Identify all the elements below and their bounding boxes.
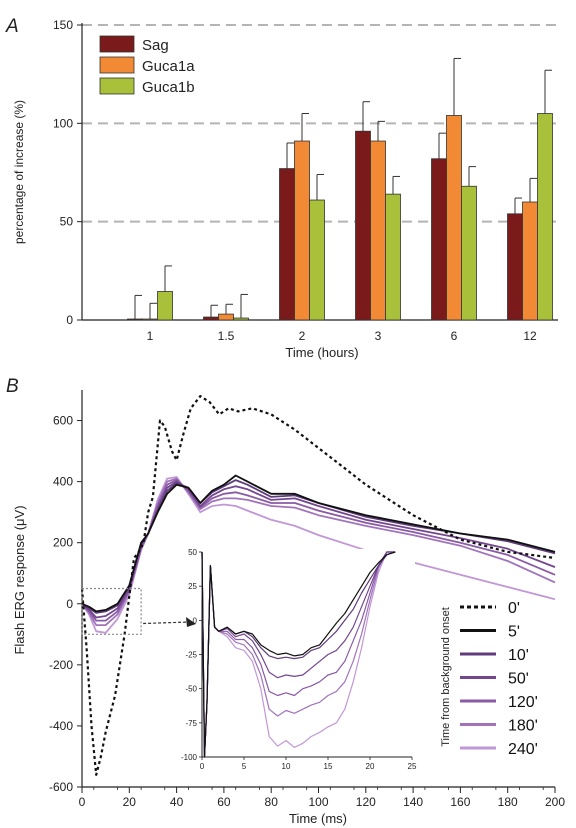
chart-b-series-line	[80, 395, 556, 776]
chart-b-legend-label: 50'	[508, 671, 529, 688]
chart-b-x-tick-label: 80	[265, 795, 279, 809]
chart-a-bar	[507, 213, 523, 321]
chart-b-legend-label: 180'	[508, 718, 538, 735]
chart-b-y-tick-label: -400	[49, 719, 73, 733]
chart-a-legend-swatch	[99, 35, 135, 53]
chart-b-inset-y-tick-label: 25	[188, 582, 197, 591]
chart-a-bar	[218, 313, 234, 321]
chart-a-legend-label: Guca1b	[142, 79, 195, 96]
chart-b-inset-x-tick-label: 25	[408, 762, 417, 771]
chart-b-x-tick-label: 40	[170, 795, 184, 809]
chart-a-bar	[294, 140, 310, 321]
chart-b-inset-x-tick-label: 20	[366, 762, 375, 771]
chart-a-y-tick-label: 50	[60, 215, 74, 229]
chart-b-series-line	[81, 474, 556, 613]
chart-b-zoom-arrow-head	[186, 617, 196, 627]
chart-a-x-axis-label: Time (hours)	[285, 345, 358, 360]
chart-a-bar	[385, 193, 401, 321]
chart-b-x-tick-label: 140	[403, 795, 423, 809]
chart-a-x-tick-label: 12	[523, 329, 537, 343]
chart-a-x-tick-label: 3	[375, 329, 382, 343]
chart-a-bar	[537, 113, 553, 321]
chart-b-zoom-arrow-line	[143, 621, 191, 625]
chart-a-bar	[446, 115, 462, 321]
chart-a-legend-swatch	[99, 56, 135, 74]
chart-a-y-axis-label: percentage of increase (%)	[12, 100, 26, 244]
chart-b-legend-title: Time from background onset	[440, 607, 452, 747]
chart-b-inset-background	[201, 549, 415, 760]
panel-a-label: A	[5, 16, 19, 37]
chart-a-x-tick-label: 1	[147, 329, 154, 343]
chart-b-series-line	[81, 477, 556, 626]
chart-b-inset-y-tick-label: -100	[181, 753, 198, 762]
chart-b-zoom-box	[81, 587, 142, 635]
chart-b-inset-y-tick-label: 50	[188, 548, 197, 557]
chart-b-y-tick-label: -200	[49, 658, 73, 672]
chart-b-x-tick-label: 120	[356, 795, 376, 809]
chart-a: 0 50 100 150 1 1.5 2 3 6 12 Sag Guca1a Guca1b	[53, 18, 558, 343]
chart-b-legend-label: 5'	[508, 624, 520, 641]
chart-a-bar	[355, 130, 371, 321]
chart-a-bar	[233, 317, 249, 321]
chart-b-legend-label: 240'	[508, 741, 538, 758]
chart-b-x-tick-label: 0	[79, 795, 86, 809]
chart-b-inset-x-tick-label: 0	[200, 762, 205, 771]
chart-b-inset-x-tick-label: 10	[282, 762, 291, 771]
chart-b-legend-label: 120'	[508, 694, 538, 711]
chart-a-y-tick-label: 100	[53, 116, 73, 130]
chart-b-inset-y-tick-label: -50	[185, 685, 197, 694]
chart-a-legend-label: Guca1a	[142, 58, 195, 75]
chart-b-inset-y-tick-label: -75	[185, 719, 197, 728]
chart-b-legend-label: 10'	[508, 647, 529, 664]
chart-b-x-axis-label: Time (ms)	[289, 811, 347, 826]
chart-b-y-tick-label: 400	[53, 475, 73, 489]
chart-a-bar	[522, 201, 538, 321]
chart-b-x-tick-label: 60	[217, 795, 231, 809]
chart-a-legend-swatch	[99, 77, 135, 95]
chart-b-y-tick-label: 600	[53, 414, 73, 428]
chart-b-y-axis-label: Flash ERG response (μV)	[12, 505, 27, 654]
chart-b-x-tick-label: 100	[308, 795, 328, 809]
chart-b-y-tick-label: -600	[49, 780, 73, 794]
chart-a-bar	[157, 291, 173, 321]
chart-a-bar	[431, 158, 447, 321]
chart-a-bar	[370, 140, 386, 321]
chart-a-x-tick-label: 1.5	[218, 329, 235, 343]
chart-b-x-tick-label: 20	[123, 795, 137, 809]
chart-a-bar	[309, 199, 325, 321]
chart-b-inset-y-tick-label: -25	[185, 651, 197, 660]
chart-a-legend-label: Sag	[142, 37, 169, 54]
chart-b-series-line	[81, 479, 556, 622]
chart-b-inset-series-line	[201, 551, 396, 758]
chart-b-legend-label: 0'	[508, 600, 520, 617]
chart-b-series-line	[81, 480, 556, 619]
chart-a-y-tick-label: 150	[53, 18, 73, 32]
chart-b-x-tick-label: 200	[545, 795, 565, 809]
chart-a-y-tick-label: 0	[66, 313, 73, 327]
chart-b-x-tick-label: 180	[498, 795, 518, 809]
chart-b-x-tick-label: 160	[450, 795, 470, 809]
chart-b-y-tick-label: 200	[53, 536, 73, 550]
chart-b-inset-y-tick-label: 0	[193, 616, 198, 625]
chart-a-x-tick-label: 6	[451, 329, 458, 343]
chart-a-x-tick-label: 2	[299, 329, 306, 343]
chart-a-bar	[279, 168, 295, 321]
chart-a-bar	[461, 185, 477, 321]
chart-b-inset-x-tick-label: 15	[324, 762, 333, 771]
chart-a-bar	[203, 316, 219, 321]
chart-b-y-tick-label: 0	[66, 597, 73, 611]
chart-a-bar	[127, 318, 143, 321]
chart-b-inset-x-tick-label: 5	[242, 762, 247, 771]
chart-a-bar	[142, 318, 158, 321]
panel-b-label: B	[6, 376, 19, 397]
